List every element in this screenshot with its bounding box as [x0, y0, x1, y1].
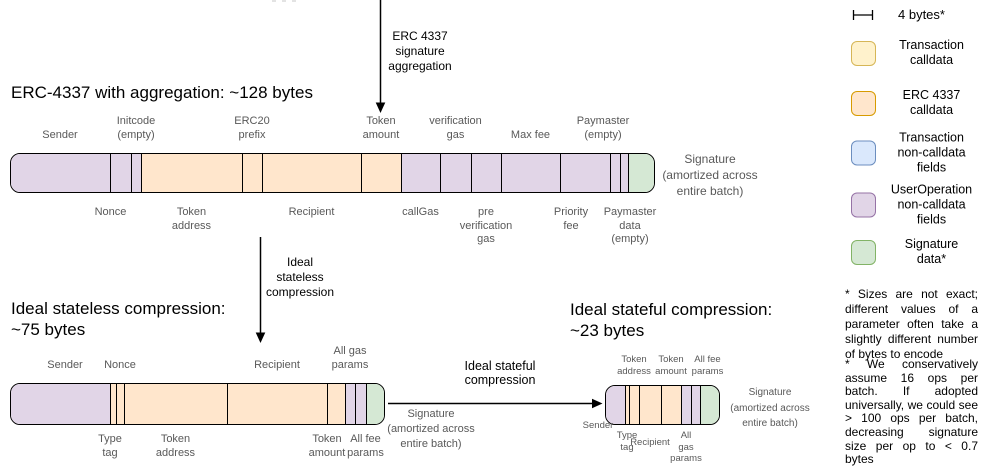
byte-bar-erc4337: Sender Nonce Initcode (empty) Token address…: [10, 115, 656, 245]
legend-swatch-signature: [851, 239, 876, 265]
segment-label-sender: Sender: [47, 358, 83, 371]
segment-signature-data: [701, 386, 719, 424]
legend-swatch-erc4337-calldata: [851, 90, 876, 116]
segment-label-recipient: Recipient: [254, 358, 300, 371]
segment-initcode-empty: [132, 154, 142, 192]
segment-token-amount: [662, 386, 682, 424]
segment-sender: [11, 154, 111, 192]
scale-label-4-bytes: 4 bytes*: [898, 7, 945, 22]
segment-recipient: [640, 386, 662, 424]
segment-label-all-fee-params: All fee params: [347, 433, 384, 459]
legend: Transaction calldata ERC 4337 calldata Tra…: [845, 0, 978, 280]
segment-label-all-gas-params: All gas params: [670, 430, 702, 464]
segment-type-tag: [111, 384, 117, 424]
arrow-label-stateful-compression: Ideal stateful compression: [464, 359, 536, 387]
legend-item-userop-noncalldata: UserOperation non-calldata fields: [851, 183, 978, 228]
segment-label-erc20-prefix: ERC20 prefix: [234, 115, 270, 141]
segment-token-amount: [362, 154, 402, 192]
footnote-sizes-not-exact: * Sizes are not exact; different values …: [845, 287, 978, 361]
segment-label-priority-fee: Priority fee: [553, 206, 589, 232]
legend-swatch-tx-noncalldata: [851, 140, 876, 166]
segment-signature-data: [367, 384, 384, 424]
title-stateful-compression: Ideal stateful compression: ~23 bytes: [570, 300, 773, 340]
segment-erc20-prefix: [243, 154, 263, 192]
note-signature-amortized-stateful: Signature (amortized across entire batch…: [730, 387, 810, 429]
segment-paymaster-empty: [611, 154, 621, 192]
segment-nonce: [117, 384, 125, 424]
legend-item-tx-noncalldata: Transaction non-calldata fields: [851, 131, 978, 176]
segment-callgas: [402, 154, 441, 192]
segment-label-max-fee: Max fee: [510, 128, 551, 141]
segment-label-all-fee-params: All fee params: [691, 354, 724, 377]
stateless-bar-body: [10, 383, 385, 425]
segment-token-amount: [328, 384, 346, 424]
legend-item-signature: Signature data*: [851, 237, 978, 267]
segment-label-callgas: callGas: [402, 206, 439, 218]
segment-label-all-gas-params: All gas params: [331, 345, 369, 371]
legend-label-tx-calldata: Transaction calldata: [899, 38, 964, 67]
legend-label-signature: Signature data*: [904, 237, 959, 266]
segment-sender: [11, 384, 111, 424]
segment-all-gas-params: [346, 384, 356, 424]
segment-paymaster-data-empty: [621, 154, 629, 192]
segment-type-tag: [626, 386, 630, 424]
legend-swatch-tx-calldata: [851, 40, 876, 66]
segment-priority-fee: [561, 154, 611, 192]
segment-label-token-amount: Token amount: [308, 433, 346, 459]
footnote-ops-per-batch: * We conservatively assume 16 ops per ba…: [845, 357, 978, 467]
note-signature-amortized-erc4337: Signature (amortized across entire batch…: [662, 152, 758, 198]
note-signature-amortized-stateless: Signature (amortized across entire batch…: [387, 408, 475, 450]
segment-label-paymaster-empty: Paymaster (empty): [576, 115, 630, 141]
title-stateless-compression: Ideal stateless compression: ~75 bytes: [11, 299, 226, 339]
segment-label-sender: Sender: [582, 420, 614, 431]
byte-bar-stateless: Sender Type tag Nonce Token address Recipien…: [10, 345, 385, 459]
segment-label-paymaster-data-empty: Paymaster data (empty): [603, 206, 657, 245]
segment-all-fee-params: [356, 384, 367, 424]
segment-label-nonce: Nonce: [104, 358, 136, 371]
segment-all-fee-params: [692, 386, 701, 424]
segment-label-nonce: Nonce: [94, 206, 127, 218]
segment-label-token-address: Token address: [155, 433, 196, 459]
arrow-label-stateless-compression: Ideal stateless compression: [265, 255, 335, 299]
segment-label-recipient: Recipient: [288, 206, 335, 218]
arrow-label-signature-aggregation: ERC 4337 signature aggregation: [388, 29, 452, 73]
segment-label-recipient: Recipient: [630, 437, 670, 448]
segment-label-token-address: Token address: [171, 206, 212, 232]
segment-label-initcode-empty: Initcode (empty): [116, 115, 156, 141]
legend-swatch-userop-noncalldata: [851, 192, 876, 218]
segment-label-token-amount: Token amount: [362, 115, 400, 141]
legend-item-erc4337-calldata: ERC 4337 calldata: [851, 88, 978, 118]
segment-recipient: [263, 154, 362, 192]
segment-label-pre-verification-gas: pre verification gas: [459, 206, 513, 245]
segment-label-type-tag: Type tag: [98, 433, 122, 459]
segment-token-address: [630, 386, 640, 424]
legend-label-erc4337-calldata: ERC 4337 calldata: [902, 88, 961, 117]
segment-nonce: [111, 154, 132, 192]
byte-bar-stateful: Sender Type tag Token address Recipient Toke…: [583, 354, 724, 464]
legend-label-userop-noncalldata: UserOperation non-calldata fields: [890, 182, 973, 227]
segment-label-token-address: Token address: [617, 354, 651, 377]
segment-pre-verification-gas: [472, 154, 502, 192]
segment-label-verification-gas: verification gas: [429, 115, 482, 141]
segment-sender: [606, 386, 626, 424]
segment-recipient: [228, 384, 328, 424]
segment-label-token-amount: Token amount: [655, 354, 687, 377]
segment-max-fee: [502, 154, 561, 192]
segment-verification-gas: [441, 154, 472, 192]
segment-label-type-tag: Type tag: [616, 430, 638, 453]
segment-token-address: [142, 154, 243, 192]
erc4337-bar-body: [10, 153, 655, 193]
segment-all-gas-params: [682, 386, 692, 424]
legend-label-tx-noncalldata: Transaction non-calldata fields: [897, 130, 966, 175]
legend-item-tx-calldata: Transaction calldata: [851, 38, 978, 68]
clipped-text-fragment: [272, 0, 298, 2]
title-erc4337-aggregation: ERC-4337 with aggregation: ~128 bytes: [11, 83, 313, 102]
segment-token-address: [125, 384, 228, 424]
segment-label-sender: Sender: [42, 128, 78, 141]
stateful-bar-body: [605, 385, 720, 425]
segment-signature-data: [629, 154, 654, 192]
